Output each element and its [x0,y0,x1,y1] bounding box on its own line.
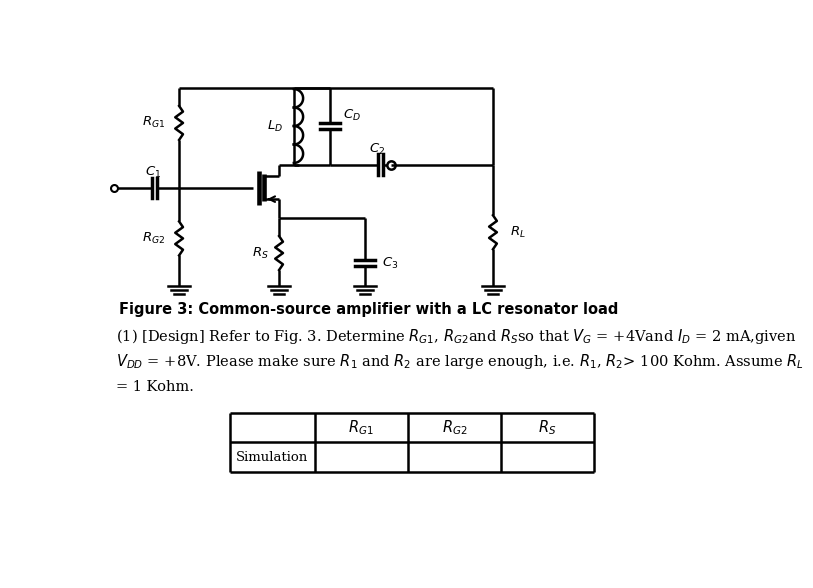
Text: $R_{G2}$: $R_{G2}$ [441,419,467,437]
Text: $C_3$: $C_3$ [382,256,398,270]
Text: Figure 3: Common-source amplifier with a LC resonator load: Figure 3: Common-source amplifier with a… [119,302,618,317]
Text: $C_1$: $C_1$ [145,165,161,180]
Text: $C_D$: $C_D$ [343,108,361,123]
Text: (1) [Design] Refer to Fig. 3. Determine $R_{G1}$, $R_{G2}$and $R_S$so that $V_G$: (1) [Design] Refer to Fig. 3. Determine … [115,327,796,346]
Text: $R_S$: $R_S$ [538,419,556,437]
Text: $V_{DD}$ = +8V. Please make sure $R_1$ and $R_2$ are large enough, i.e. $R_1$, $: $V_{DD}$ = +8V. Please make sure $R_1$ a… [115,352,803,371]
Text: $L_D$: $L_D$ [267,118,283,133]
Text: $R_{G1}$: $R_{G1}$ [141,115,165,131]
Text: $R_L$: $R_L$ [510,225,526,240]
Text: $R_{G2}$: $R_{G2}$ [142,231,165,246]
Text: $C_2$: $C_2$ [369,142,385,156]
Text: Simulation: Simulation [236,450,308,463]
Text: = 1 Kohm.: = 1 Kohm. [115,380,193,394]
Text: $R_{G1}$: $R_{G1}$ [349,419,374,437]
Text: $R_S$: $R_S$ [252,246,269,260]
